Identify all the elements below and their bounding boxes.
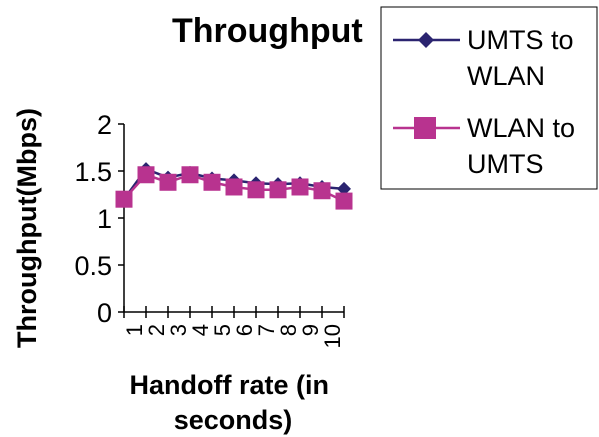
x-tick-label: 3 <box>166 324 191 336</box>
data-point <box>181 166 199 184</box>
y-tick-label: 0 <box>97 298 112 328</box>
data-point <box>137 166 155 184</box>
x-tick-label: 1 <box>122 324 147 336</box>
x-tick-label: 5 <box>210 324 235 336</box>
y-tick-label: 1.5 <box>74 157 112 187</box>
data-point <box>203 173 221 191</box>
data-point <box>313 182 331 200</box>
y-tick-label: 0.5 <box>74 251 112 281</box>
y-tick-labels: 0 0.5 1 1.5 2 <box>74 110 112 328</box>
x-tick-label: 10 <box>320 324 345 348</box>
x-axis-label: Handoff rate (in seconds) <box>129 370 336 435</box>
x-tick-label: 4 <box>188 324 213 336</box>
legend-marker <box>414 117 436 139</box>
data-point <box>115 190 133 208</box>
x-tick-label: 2 <box>144 324 169 336</box>
y-tick-label: 2 <box>97 110 112 140</box>
y-axis-label: Throughput(Mbps) <box>12 108 42 348</box>
data-point <box>159 173 177 191</box>
data-point <box>335 192 353 210</box>
data-point <box>225 178 243 196</box>
legend-label: WLAN to UMTS <box>467 113 575 179</box>
data-point <box>291 178 309 196</box>
axes <box>118 123 345 318</box>
legend-label: UMTS to WLAN <box>467 25 574 91</box>
chart-title: Throughput <box>172 12 363 50</box>
legend-box <box>380 6 598 190</box>
data-point <box>247 181 265 199</box>
x-tick-label: 7 <box>254 324 279 336</box>
series-group <box>115 162 353 210</box>
data-point <box>269 181 287 199</box>
legend: UMTS to WLAN WLAN to UMTS <box>380 6 598 190</box>
legend-marker <box>418 32 434 48</box>
data-point <box>337 181 351 196</box>
y-tick-label: 1 <box>97 204 112 234</box>
x-tick-label: 9 <box>298 324 323 336</box>
x-tick-label: 8 <box>276 324 301 336</box>
x-tick-label: 6 <box>232 324 257 336</box>
